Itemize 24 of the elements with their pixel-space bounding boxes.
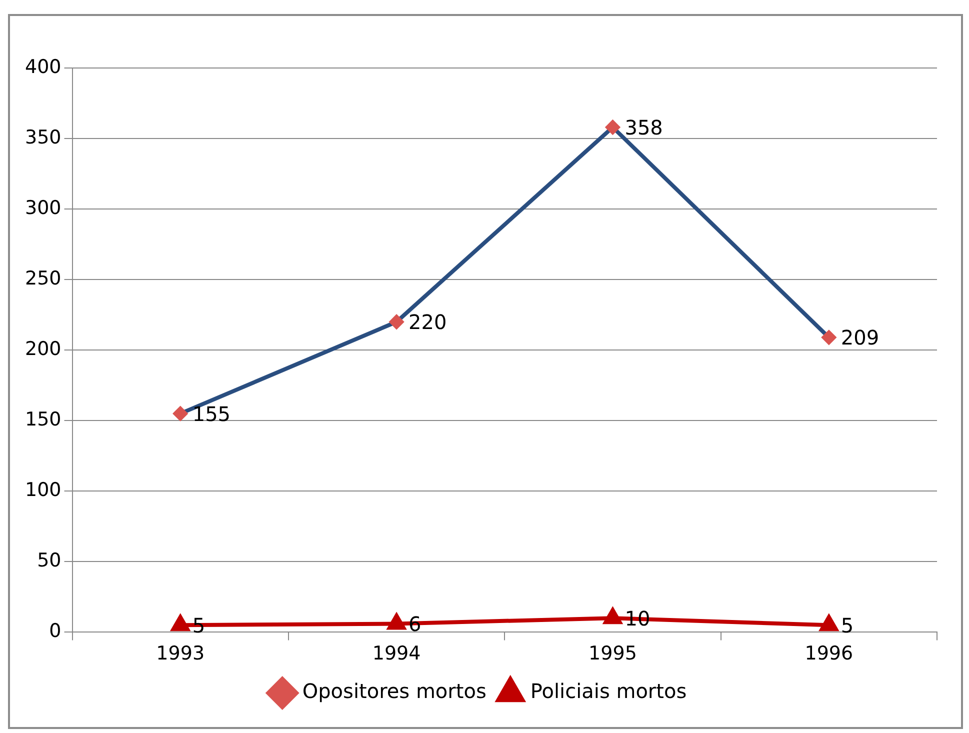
- data-label: 220: [408, 310, 447, 334]
- x-tick-label: 1995: [588, 642, 637, 665]
- point: [604, 608, 622, 624]
- y-tick-label: 400: [25, 56, 62, 78]
- y-tick-label: 300: [25, 196, 62, 219]
- y-tick-label: 0: [49, 620, 62, 642]
- y-tick-label: 200: [25, 338, 62, 360]
- data-label: 358: [624, 115, 663, 140]
- x-tick-label: 1994: [372, 642, 421, 665]
- y-tick-label: 50: [37, 550, 62, 572]
- y-tick-label: 350: [25, 126, 62, 148]
- x-tick-label: 1993: [156, 642, 205, 665]
- legend-label: Opositores mortos: [302, 679, 486, 704]
- y-tick-label: 150: [25, 408, 62, 431]
- point: [171, 615, 190, 632]
- y-tick-label: 100: [25, 479, 62, 502]
- data-label: 5: [840, 613, 854, 638]
- data-label: 209: [840, 326, 880, 350]
- data-label: 155: [192, 402, 231, 426]
- x-tick-label: 1996: [804, 642, 854, 665]
- point: [820, 615, 838, 632]
- point: [388, 614, 406, 630]
- y-tick-label: 250: [25, 268, 62, 290]
- legend-label: Policiais mortos: [530, 679, 687, 704]
